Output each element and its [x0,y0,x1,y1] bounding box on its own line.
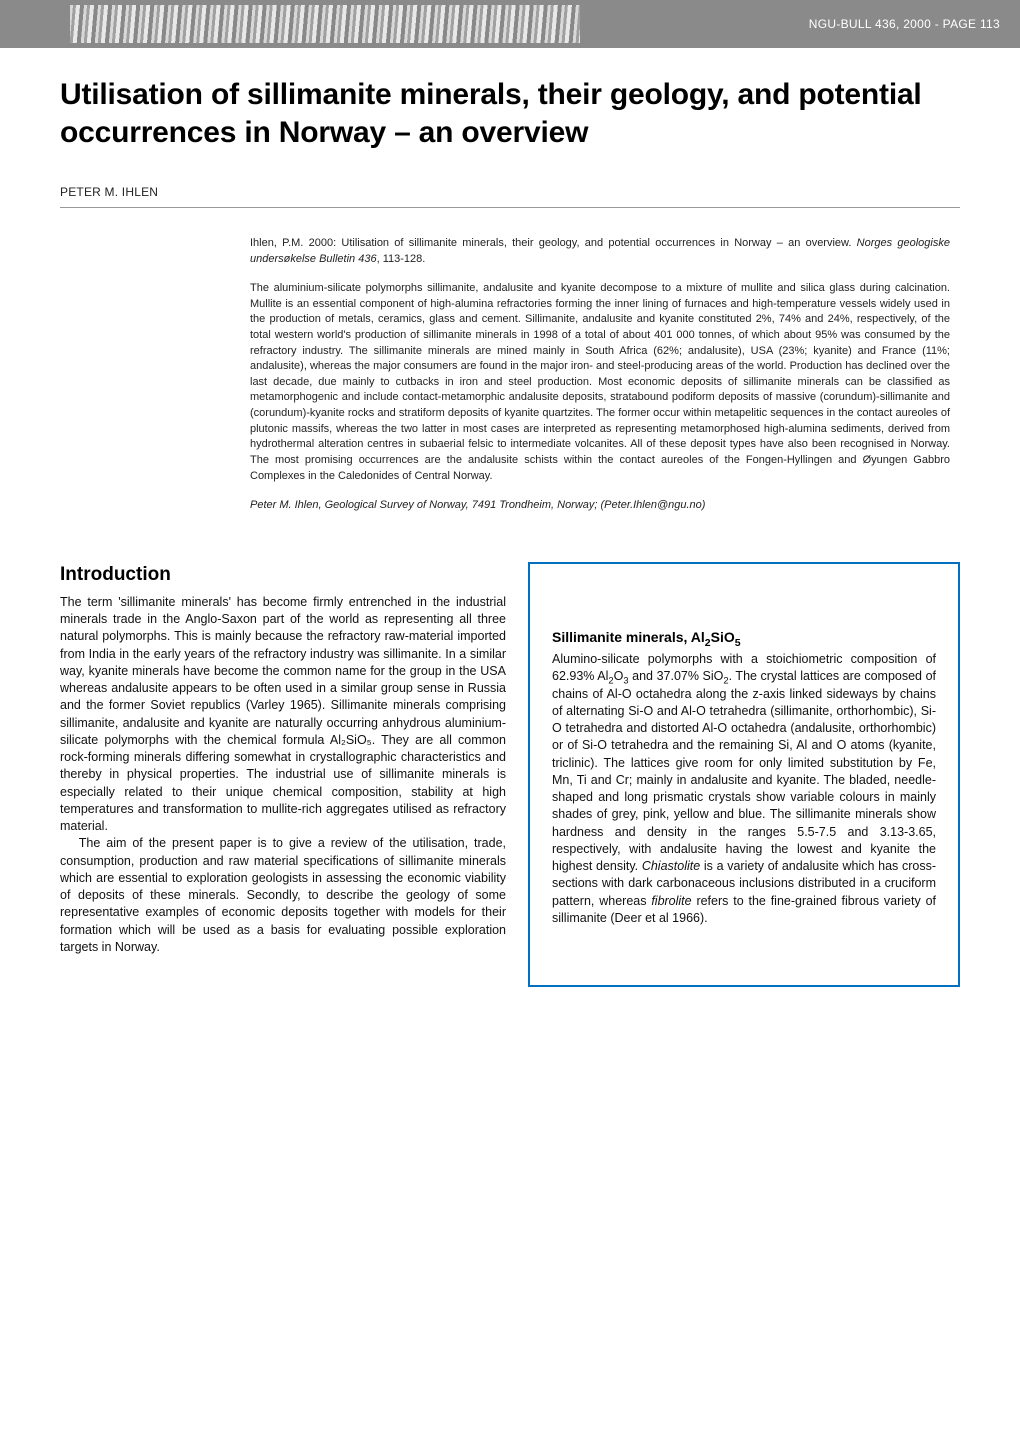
page-content: Utilisation of sillimanite minerals, the… [0,48,1020,1027]
page-header-band: NGU-BULL 436, 2000 - PAGE 113 [0,0,1020,48]
author-name: PETER M. IHLEN [60,185,960,208]
page-meta: NGU-BULL 436, 2000 - PAGE 113 [809,17,1000,31]
introduction-column: Introduction The term 'sillimanite miner… [60,562,506,987]
abstract-citation: Ihlen, P.M. 2000: Utilisation of sillima… [250,236,950,267]
introduction-heading: Introduction [60,562,506,588]
two-column-layout: Introduction The term 'sillimanite miner… [60,562,960,987]
sidebar-heading: Sillimanite minerals, Al2SiO5 [552,628,936,647]
citation-pages: , 113-128. [377,253,426,265]
abstract-affiliation: Peter M. Ihlen, Geological Survey of Nor… [250,498,950,514]
term-fibrolite: fibrolite [651,894,691,908]
introduction-paragraph-2: The aim of the present paper is to give … [60,835,506,956]
term-chiastolite: Chiastolite [642,859,700,873]
sidebar-definition-box: Sillimanite minerals, Al2SiO5 Alumino-si… [528,562,960,987]
sidebar-body-part2: . The crystal lattices are composed of c… [552,669,936,873]
sidebar-heading-text: Sillimanite minerals, Al [552,629,705,645]
formula-sio: SiO [711,629,735,645]
formula-sub-5: 5 [735,637,741,649]
article-title: Utilisation of sillimanite minerals, the… [60,76,960,151]
sidebar-body: Alumino-silicate polymorphs with a stoic… [552,651,936,927]
citation-text: Ihlen, P.M. 2000: Utilisation of sillima… [250,237,857,249]
header-texture-graphic [70,5,580,43]
abstract-body: The aluminium-silicate polymorphs sillim… [250,281,950,484]
introduction-paragraph-1: The term 'sillimanite minerals' has beco… [60,594,506,836]
abstract-block: Ihlen, P.M. 2000: Utilisation of sillima… [250,236,950,514]
mid-sio: and 37.07% SiO [629,669,724,683]
mid-o: O [614,669,624,683]
